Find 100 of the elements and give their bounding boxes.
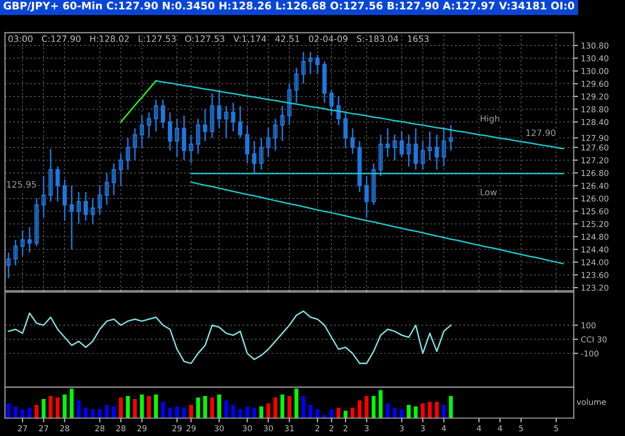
x-tick-label: 2 <box>344 425 348 432</box>
y-tick-label: 126.40 <box>582 182 608 189</box>
bar <box>372 396 376 418</box>
y-tick-label: 127.90 <box>582 134 608 142</box>
bar <box>42 398 46 418</box>
x-tick-label: 2 <box>315 425 320 432</box>
bar <box>56 397 60 418</box>
bar <box>350 408 354 418</box>
y-tick-label: 123.20 <box>582 284 608 291</box>
bar <box>118 397 123 418</box>
bar <box>147 396 151 418</box>
x-tick-label: 29 <box>137 425 146 432</box>
bar <box>308 404 312 418</box>
bar <box>336 408 340 418</box>
bar <box>154 394 158 418</box>
bar <box>175 406 179 418</box>
bar <box>294 388 298 418</box>
x-tick-label: 27 <box>18 425 27 432</box>
bar <box>358 400 362 418</box>
y-tick-label: 126.00 <box>582 195 608 202</box>
bar <box>182 408 186 418</box>
bar <box>196 397 200 418</box>
y-tick-label: 125.20 <box>582 220 608 228</box>
bar <box>132 398 137 418</box>
bar <box>203 396 208 418</box>
bar <box>301 396 306 418</box>
y-tick-label: 124.40 <box>582 246 608 253</box>
x-tick-label: 29 <box>186 425 196 432</box>
bar <box>126 396 130 418</box>
x-tick-label: 2 <box>330 425 334 432</box>
x-tick-label: 4 <box>476 425 482 432</box>
annotation: 127.90 <box>526 129 556 136</box>
line-series <box>190 181 564 264</box>
y-tick-label: 100 <box>582 322 596 328</box>
bar <box>140 394 144 418</box>
y-tick-label: 125.60 <box>582 208 608 214</box>
y-tick-label: 127.20 <box>582 157 608 164</box>
bar <box>344 410 348 418</box>
y-tick-label: 130.00 <box>582 68 608 74</box>
y-tick-label: 130.40 <box>582 55 608 62</box>
x-tick-label: 3 <box>420 425 425 432</box>
annotation: 125.95 <box>7 181 36 188</box>
y-tick-label: CCI 30 <box>581 336 607 342</box>
x-tick-label: 30 <box>214 425 224 432</box>
y-tick-label: 129.20 <box>582 94 608 100</box>
y-axis-title: volume <box>576 398 606 405</box>
chart-subtitle: 03:00 C:127.90 H:128.02 L:127.53 O:127.53 V:1,174 42.51 02-04-09 S:-183.04 1653 <box>8 35 429 43</box>
bar <box>378 390 383 418</box>
bar <box>189 404 194 418</box>
bar <box>364 396 369 418</box>
x-tick-label: 3 <box>400 425 404 432</box>
bar <box>217 394 222 418</box>
y-tick-label: 130.80 <box>582 42 608 49</box>
bar <box>6 403 10 418</box>
y-tick-label: 127.60 <box>582 144 608 151</box>
y-tick-label: 128.80 <box>582 106 608 112</box>
bar <box>28 408 32 418</box>
bar <box>316 409 320 418</box>
bar <box>280 394 284 418</box>
bar <box>48 396 53 418</box>
line-series <box>8 310 452 364</box>
bar <box>161 402 165 418</box>
bar <box>434 402 439 418</box>
x-tick-label: 5 <box>519 425 523 432</box>
x-tick-label: 27 <box>39 425 48 432</box>
x-tick-label: 31 <box>284 425 294 432</box>
bar <box>168 408 172 418</box>
x-tick-label: 30 <box>242 425 252 432</box>
x-tick-label: 3 <box>364 425 369 432</box>
bar <box>34 404 39 418</box>
x-tick-label: 4 <box>442 425 446 432</box>
bar <box>112 406 116 418</box>
bar <box>386 403 390 418</box>
bar <box>287 396 292 418</box>
bar <box>20 409 24 418</box>
bar <box>210 397 214 418</box>
annotation: High <box>480 115 500 124</box>
x-tick-label: 30 <box>264 425 273 432</box>
line-series <box>155 80 564 150</box>
x-tick-label: 28 <box>95 425 104 432</box>
line-series <box>120 80 157 123</box>
y-tick-label: 124.00 <box>582 259 608 266</box>
bar <box>224 400 228 418</box>
y-tick-label: 124.80 <box>582 234 608 240</box>
bar <box>273 397 278 418</box>
x-tick-label: 28 <box>60 425 70 432</box>
x-tick-label: 29 <box>172 425 182 432</box>
x-tick-label: 4 <box>498 425 502 432</box>
y-tick-label: 123.60 <box>582 272 608 278</box>
annotation: Low <box>480 188 497 196</box>
bar <box>448 396 453 418</box>
y-tick-label: 129.60 <box>582 80 608 87</box>
y-tick-label: 128.40 <box>582 119 608 126</box>
y-tick-label: -100 <box>581 350 598 357</box>
bar <box>330 409 334 418</box>
x-tick-label: 5 <box>554 425 558 432</box>
bar <box>442 404 446 418</box>
chart-title: GBP/JPY+ 60-Min C:127.90 N:0.3450 H:128.26 L:126.68 O:127.56 B:127.90 A:127.97 V:34181 OI:0 <box>4 2 574 12</box>
x-tick-label: 28 <box>116 425 126 432</box>
y-tick-label: 126.80 <box>582 170 608 176</box>
